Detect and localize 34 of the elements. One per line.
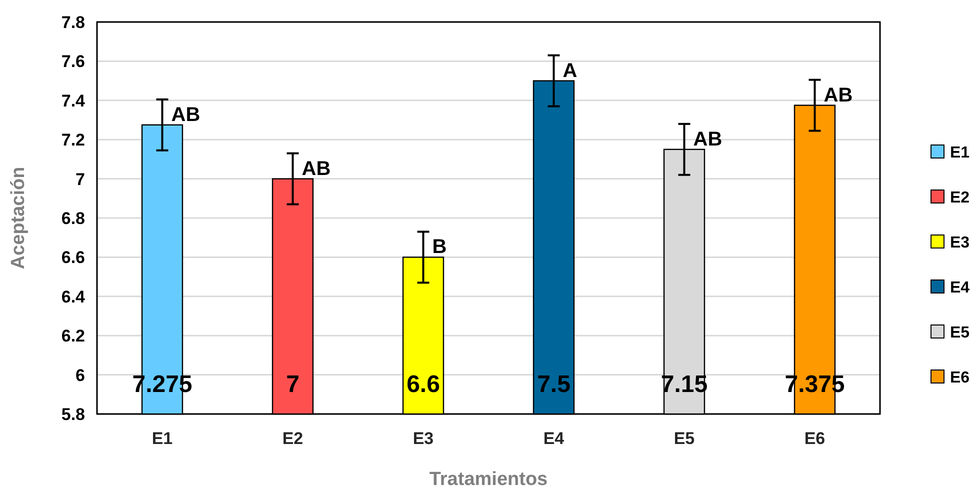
x-tick-label: E5 (674, 429, 695, 448)
y-tick-label: 5.8 (61, 404, 85, 424)
x-axis-title: Tratamientos (429, 469, 548, 490)
x-tick-label: E6 (804, 429, 826, 448)
y-tick-label: 6.2 (61, 326, 85, 346)
y-tick-label: 6.4 (61, 287, 86, 306)
legend-label: E6 (950, 370, 970, 387)
y-tick-label: 7 (76, 170, 85, 189)
annotation: B (432, 236, 447, 258)
annotation: AB (302, 158, 331, 180)
x-tick-label: E2 (282, 429, 304, 448)
x-tick-label: E4 (543, 429, 565, 448)
legend-label: E5 (950, 324, 970, 342)
data-label: 7.5 (537, 371, 570, 398)
annotation: AB (824, 84, 853, 106)
annotation: AB (693, 128, 722, 150)
legend-label: E1 (950, 144, 970, 162)
legend-label: E4 (950, 280, 970, 297)
legend-label: E2 (950, 190, 970, 207)
data-label: 6.6 (406, 371, 440, 398)
y-tick-label: 6 (76, 366, 85, 385)
y-axis-title: Aceptación (8, 166, 29, 270)
y-tick-label: 7.4 (61, 91, 86, 110)
y-tick-label: 7.2 (61, 130, 85, 150)
x-tick-label: E1 (152, 429, 173, 448)
data-label: 7 (286, 371, 300, 398)
x-tick-label: E3 (412, 429, 434, 448)
legend-label: E3 (950, 234, 970, 252)
annotation: A (562, 60, 578, 82)
annotation: AB (171, 104, 200, 126)
y-tick-label: 7.6 (61, 52, 85, 72)
y-tick-label: 7.8 (61, 12, 85, 32)
y-tick-label: 6.8 (61, 208, 85, 228)
y-tick-label: 6.6 (61, 248, 85, 268)
